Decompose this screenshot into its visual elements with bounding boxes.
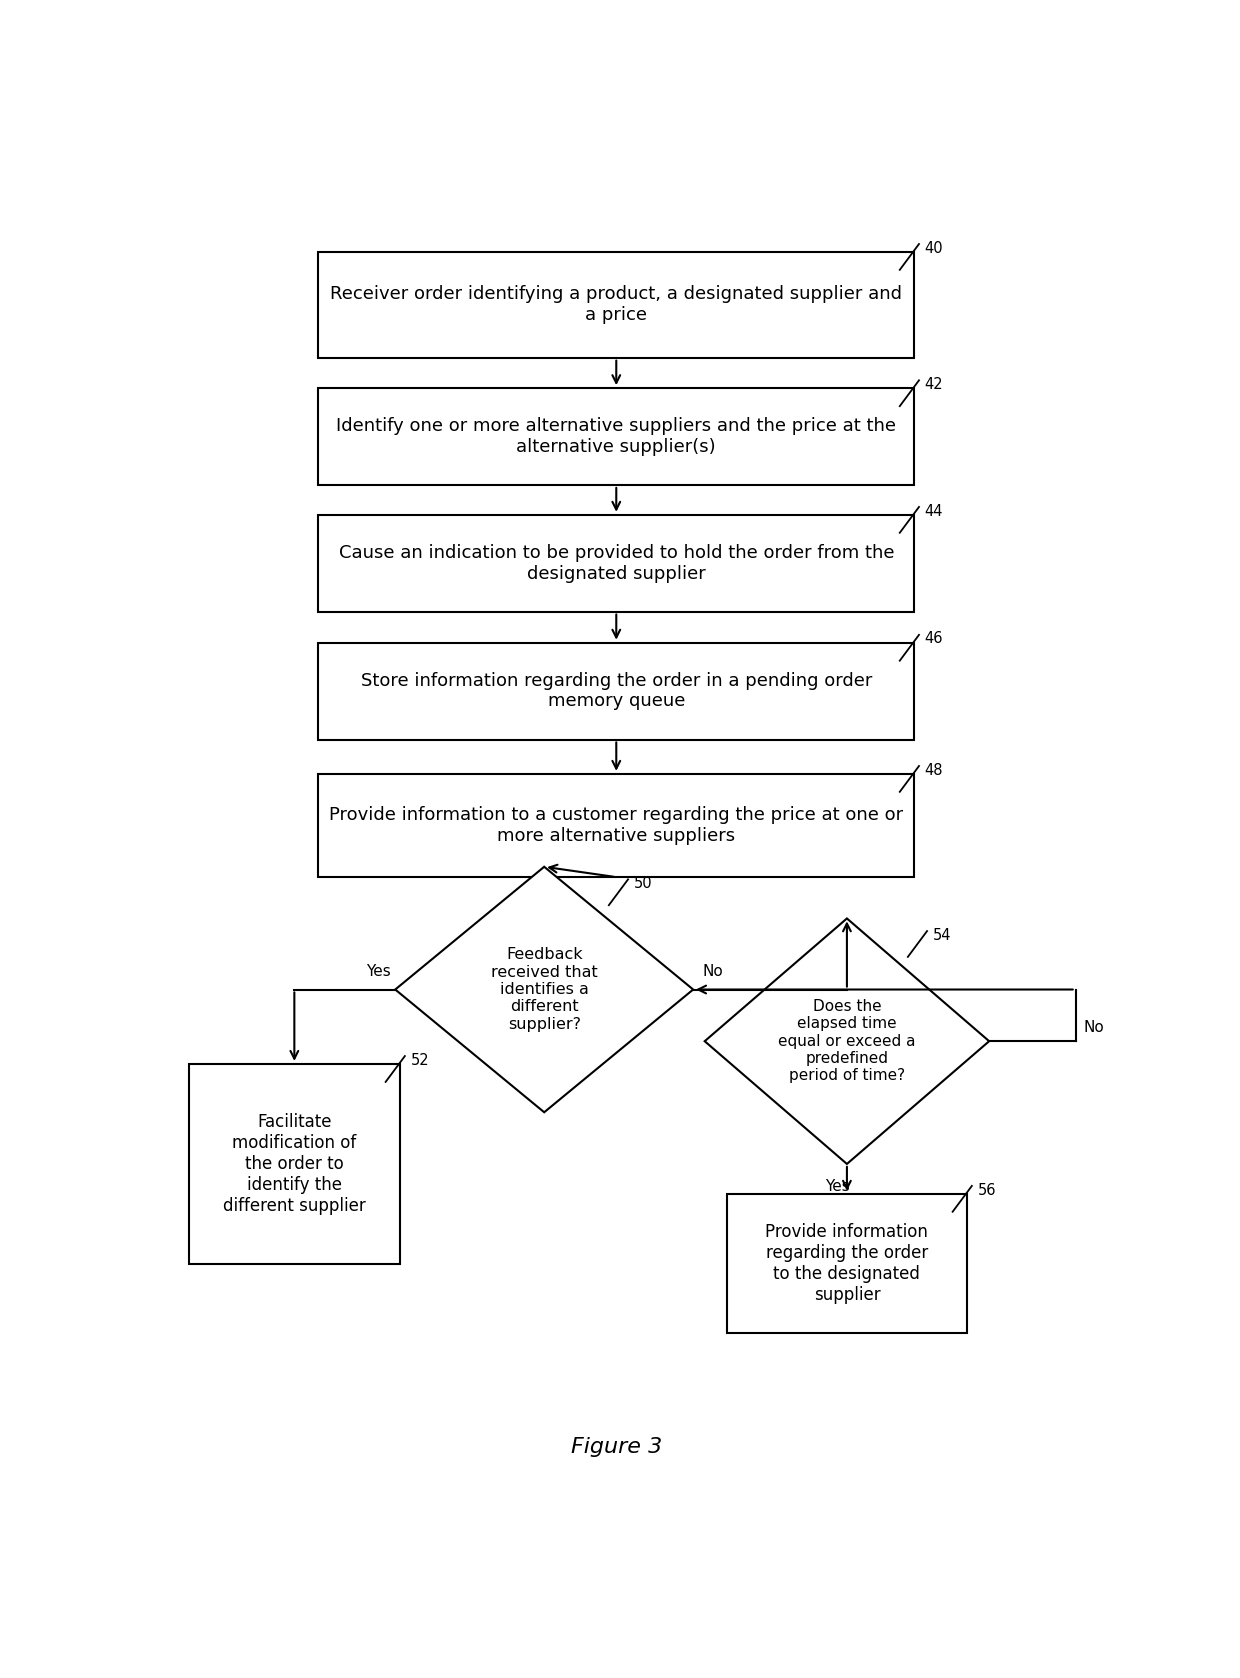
Text: 52: 52 xyxy=(410,1052,429,1067)
Text: No: No xyxy=(1084,1020,1104,1035)
Text: 42: 42 xyxy=(925,378,944,393)
Text: Figure 3: Figure 3 xyxy=(570,1438,662,1457)
Text: Does the
elapsed time
equal or exceed a
predefined
period of time?: Does the elapsed time equal or exceed a … xyxy=(779,998,915,1084)
Text: Identify one or more alternative suppliers and the price at the
alternative supp: Identify one or more alternative supplie… xyxy=(336,418,897,456)
Text: 56: 56 xyxy=(977,1183,996,1198)
FancyBboxPatch shape xyxy=(319,515,914,611)
Text: Yes: Yes xyxy=(825,1180,849,1195)
Text: No: No xyxy=(703,965,723,980)
FancyBboxPatch shape xyxy=(319,643,914,740)
FancyBboxPatch shape xyxy=(319,252,914,357)
Text: Cause an indication to be provided to hold the order from the
designated supplie: Cause an indication to be provided to ho… xyxy=(339,544,894,582)
Polygon shape xyxy=(704,918,990,1165)
FancyBboxPatch shape xyxy=(188,1064,401,1264)
Text: Feedback
received that
identifies a
different
supplier?: Feedback received that identifies a diff… xyxy=(491,946,598,1032)
Text: 50: 50 xyxy=(634,876,652,891)
Polygon shape xyxy=(396,868,693,1113)
Text: Yes: Yes xyxy=(366,965,391,980)
Text: 44: 44 xyxy=(925,503,944,519)
Text: Receiver order identifying a product, a designated supplier and
a price: Receiver order identifying a product, a … xyxy=(330,285,903,324)
Text: Provide information
regarding the order
to the designated
supplier: Provide information regarding the order … xyxy=(765,1223,929,1304)
Text: 48: 48 xyxy=(925,762,944,777)
FancyBboxPatch shape xyxy=(727,1193,967,1334)
FancyBboxPatch shape xyxy=(319,774,914,878)
Text: Store information regarding the order in a pending order
memory queue: Store information regarding the order in… xyxy=(361,671,872,710)
Text: 40: 40 xyxy=(925,240,944,255)
Text: 54: 54 xyxy=(932,928,951,943)
Text: 46: 46 xyxy=(925,631,944,646)
Text: Facilitate
modification of
the order to
identify the
different supplier: Facilitate modification of the order to … xyxy=(223,1113,366,1215)
FancyBboxPatch shape xyxy=(319,388,914,485)
Text: Provide information to a customer regarding the price at one or
more alternative: Provide information to a customer regard… xyxy=(329,805,904,844)
